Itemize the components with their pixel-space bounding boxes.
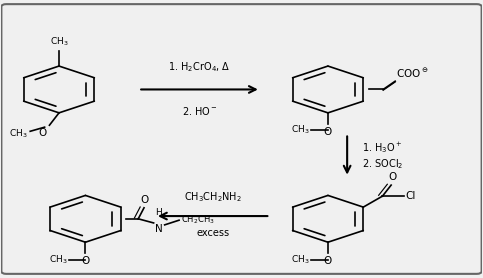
Text: CH$_3$: CH$_3$	[291, 253, 310, 265]
Text: CH$_3$: CH$_3$	[291, 124, 310, 136]
Text: H: H	[155, 208, 162, 217]
Text: CH$_3$CH$_2$NH$_2$: CH$_3$CH$_2$NH$_2$	[184, 190, 242, 204]
Text: O: O	[81, 256, 89, 266]
Text: O: O	[324, 256, 332, 266]
Text: excess: excess	[196, 229, 229, 239]
Text: O: O	[39, 128, 47, 138]
Text: 2. SOCl$_2$: 2. SOCl$_2$	[362, 157, 403, 171]
Text: CH$_3$: CH$_3$	[9, 128, 28, 140]
Text: CH$_3$: CH$_3$	[49, 253, 67, 265]
Text: N: N	[155, 224, 163, 234]
Text: 1. H$_3$O$^+$: 1. H$_3$O$^+$	[362, 140, 402, 155]
Text: CH$_2$CH$_3$: CH$_2$CH$_3$	[181, 213, 214, 226]
Text: O: O	[388, 172, 396, 182]
Text: O: O	[324, 126, 332, 136]
Text: CH$_3$: CH$_3$	[50, 36, 68, 48]
Text: 2. HO$^-$: 2. HO$^-$	[182, 105, 217, 116]
Text: Cl: Cl	[406, 191, 416, 201]
Text: 1. H$_2$CrO$_4$, Δ: 1. H$_2$CrO$_4$, Δ	[168, 61, 231, 74]
Text: O: O	[141, 195, 149, 205]
Text: COO$^\ominus$: COO$^\ominus$	[396, 67, 428, 80]
